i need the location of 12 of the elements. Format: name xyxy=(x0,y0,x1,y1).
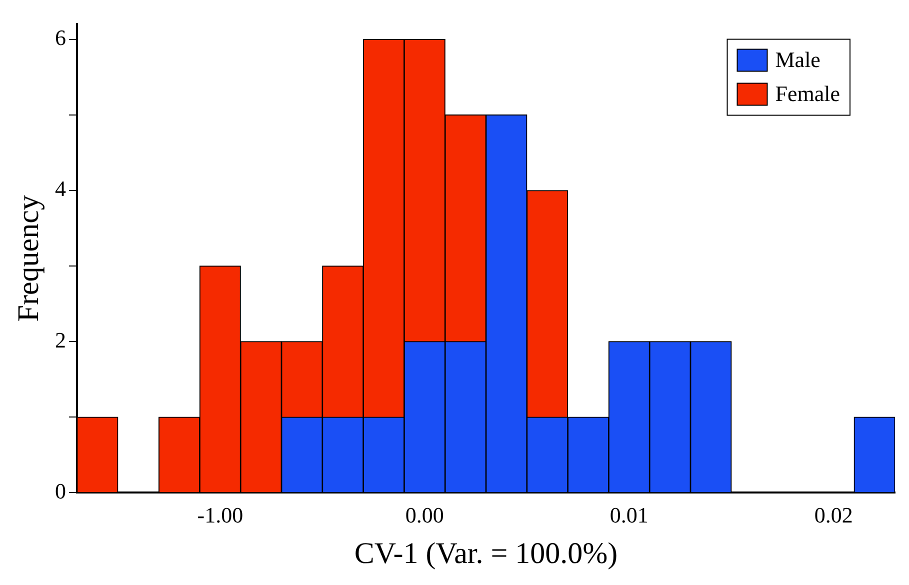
x-tick-label: 0.02 xyxy=(814,502,853,528)
x-axis-title: CV-1 (Var. = 100.0%) xyxy=(354,536,618,570)
y-axis-title: Frequency xyxy=(12,195,45,322)
y-tick-label: 2 xyxy=(55,327,66,352)
x-tick-label: -1.00 xyxy=(197,502,244,528)
legend-label: Male xyxy=(775,46,820,72)
x-tick-label: 0.00 xyxy=(405,502,444,528)
legend-label: Female xyxy=(775,80,840,106)
y-tick-label: 6 xyxy=(55,25,66,50)
y-tick-label: 0 xyxy=(55,478,66,504)
x-tick-label: 0.01 xyxy=(610,502,648,528)
y-tick-label: 4 xyxy=(55,176,66,202)
